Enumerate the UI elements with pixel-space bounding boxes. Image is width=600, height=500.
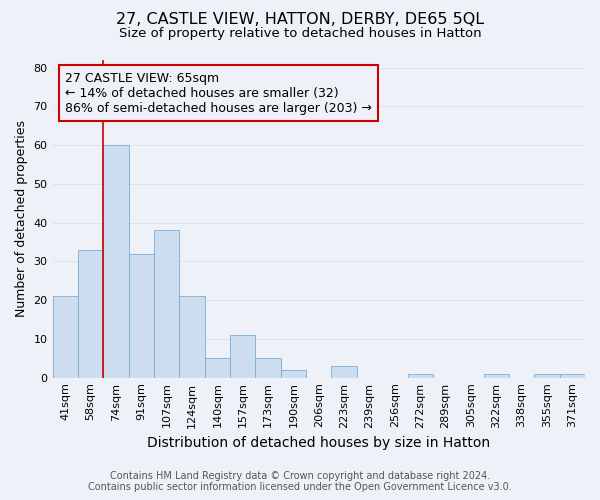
Bar [103,145,128,378]
X-axis label: Distribution of detached houses by size in Hatton: Distribution of detached houses by size … [147,436,490,450]
Text: Contains HM Land Registry data © Crown copyright and database right 2024.
Contai: Contains HM Land Registry data © Crown c… [88,471,512,492]
Bar [534,374,560,378]
Bar [154,230,179,378]
Bar [179,296,205,378]
Text: 27 CASTLE VIEW: 65sqm
← 14% of detached houses are smaller (32)
86% of semi-deta: 27 CASTLE VIEW: 65sqm ← 14% of detached … [65,72,372,114]
Bar [78,250,103,378]
Bar [484,374,509,378]
Text: Size of property relative to detached houses in Hatton: Size of property relative to detached ho… [119,28,481,40]
Bar [560,374,585,378]
Bar [331,366,357,378]
Y-axis label: Number of detached properties: Number of detached properties [15,120,28,318]
Text: 27, CASTLE VIEW, HATTON, DERBY, DE65 5QL: 27, CASTLE VIEW, HATTON, DERBY, DE65 5QL [116,12,484,28]
Bar [281,370,306,378]
Bar [53,296,78,378]
Bar [407,374,433,378]
Bar [205,358,230,378]
Bar [256,358,281,378]
Bar [230,335,256,378]
Bar [128,254,154,378]
